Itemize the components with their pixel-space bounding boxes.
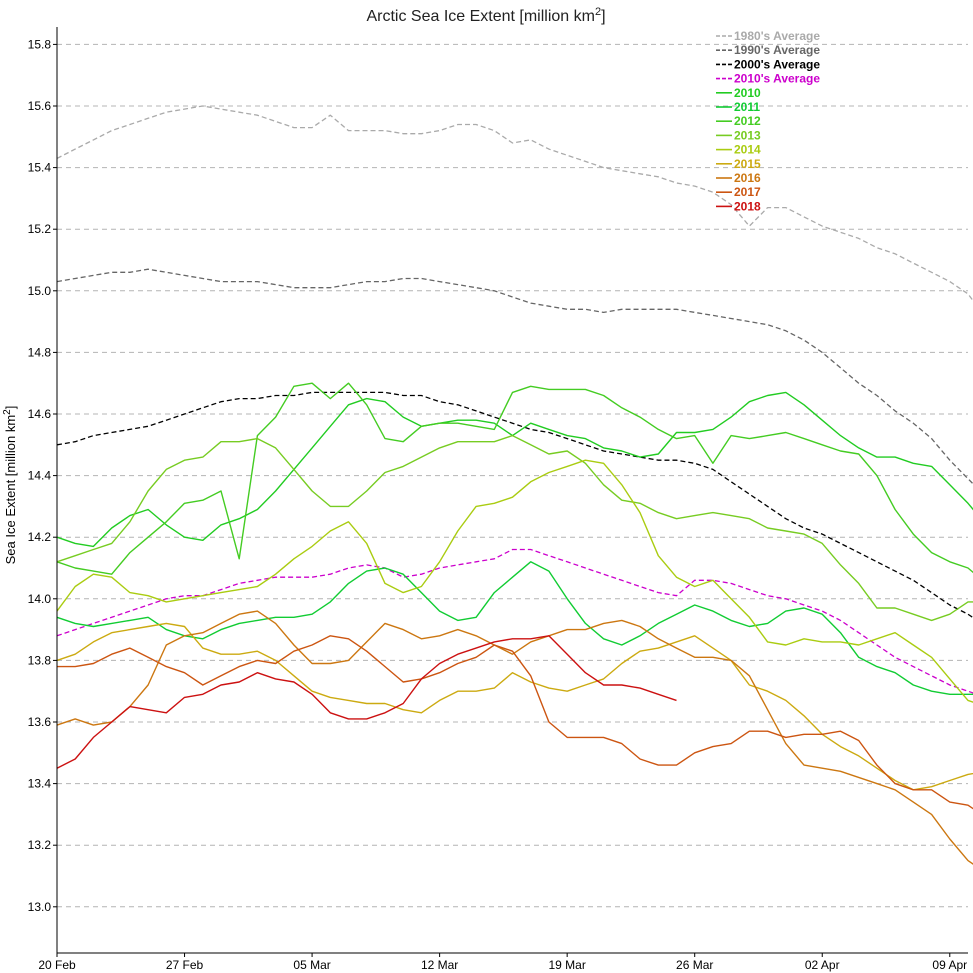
series-line-2017 [57, 635, 973, 810]
y-tick-label: 14.2 [28, 530, 52, 544]
series-line-2012 [56, 382, 973, 575]
legend-label: 2017 [734, 185, 761, 199]
chart-title: Arctic Sea Ice Extent [million km2] [366, 6, 605, 25]
y-tick-label: 15.0 [28, 284, 52, 298]
series-line-2000-s-average [56, 391, 973, 619]
series-line-2010 [56, 391, 973, 548]
legend-label: 2015 [734, 157, 761, 171]
y-tick-label: 15.4 [28, 161, 52, 175]
legend-label: 2012 [734, 114, 761, 128]
y-tick-label: 14.4 [28, 469, 52, 483]
y-tick-label: 13.4 [28, 777, 52, 791]
axes [56, 27, 968, 954]
series-line-1990-s-average [56, 268, 973, 485]
legend-label: 2013 [734, 128, 761, 142]
legend-label: 1990's Average [734, 43, 820, 57]
y-tick-label: 15.2 [28, 222, 52, 236]
series-line-2010-s-average [56, 548, 973, 694]
series-line-2011 [56, 561, 973, 695]
y-tick-label: 15.8 [28, 37, 52, 51]
grid-lines [57, 43, 968, 908]
axis-ticks: 13.0 13.2 13.4 13.6 13.8 14.0 14.2 14.4 14.6 14.8… [28, 37, 967, 972]
legend-label: 2018 [734, 199, 761, 213]
y-tick-label: 14.8 [28, 345, 52, 359]
series-line-2014 [56, 459, 973, 703]
y-tick-label: 14.6 [28, 407, 52, 421]
legend-label: 2016 [734, 171, 761, 185]
legend-label: 2000's Average [734, 57, 820, 71]
y-tick-label: 13.6 [28, 715, 52, 729]
y-tick-label: 13.2 [28, 838, 52, 852]
x-tick-label: 12 Mar [421, 958, 458, 972]
legend-label: 2010's Average [734, 72, 820, 86]
series-line-2016 [56, 610, 973, 865]
x-tick-label: 05 Mar [293, 958, 330, 972]
y-tick-label: 15.6 [28, 99, 52, 113]
legend-label: 2014 [734, 143, 761, 157]
legend-label: 2010 [734, 86, 761, 100]
y-axis-label: Sea Ice Extent [million km2] [2, 406, 18, 565]
y-tick-label: 14.0 [28, 592, 52, 606]
series-line-2018 [56, 635, 677, 769]
series-line-2013 [56, 434, 973, 622]
legend-label: 1980's Average [734, 29, 820, 43]
x-tick-label: 09 Apr [932, 958, 967, 972]
x-tick-label: 19 Mar [548, 958, 585, 972]
y-tick-label: 13.8 [28, 653, 52, 667]
x-tick-label: 02 Apr [805, 958, 840, 972]
x-tick-label: 20 Feb [38, 958, 76, 972]
series-line-2015 [56, 622, 973, 791]
series-line-1980-s-average [56, 105, 973, 302]
series-lines [56, 105, 973, 865]
x-tick-label: 27 Feb [166, 958, 204, 972]
y-tick-label: 13.0 [28, 900, 52, 914]
legend-label: 2011 [734, 100, 760, 114]
x-tick-label: 26 Mar [676, 958, 713, 972]
